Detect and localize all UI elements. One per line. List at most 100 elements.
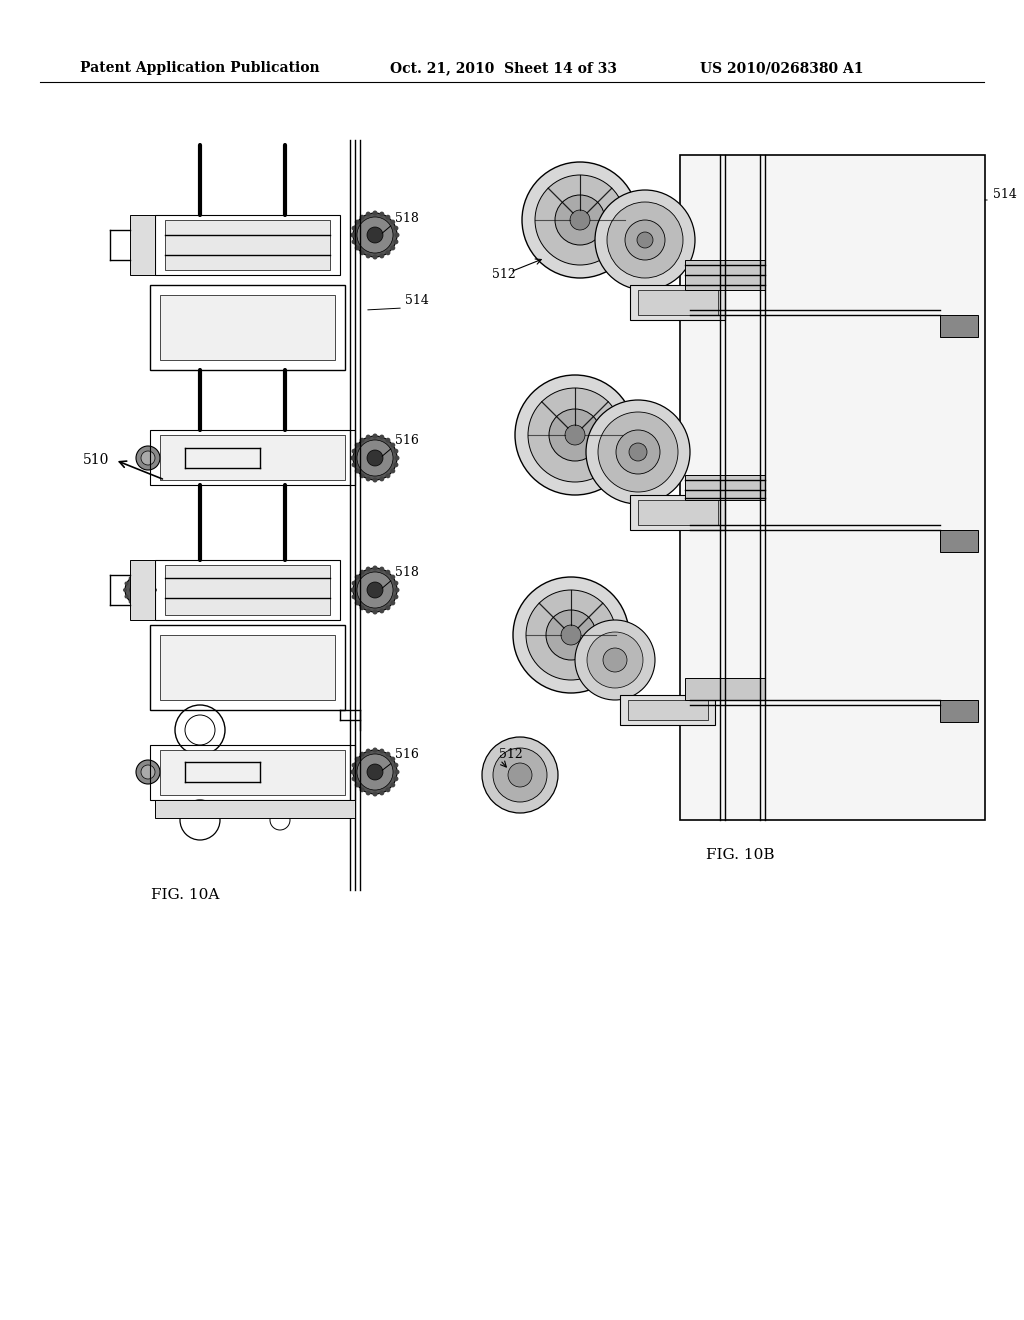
Circle shape (135, 603, 138, 607)
Text: 514: 514 (406, 293, 429, 306)
Circle shape (366, 434, 371, 440)
Bar (150, 285, 345, 370)
Circle shape (526, 590, 616, 680)
Circle shape (390, 246, 395, 251)
Bar (638, 500, 718, 525)
Circle shape (351, 776, 356, 781)
Text: US 2010/0268380 A1: US 2010/0268380 A1 (700, 61, 863, 75)
Circle shape (522, 162, 638, 279)
Circle shape (354, 219, 359, 224)
Circle shape (561, 624, 581, 645)
Circle shape (598, 412, 678, 492)
Bar (150, 430, 355, 484)
Circle shape (366, 477, 371, 482)
Circle shape (353, 568, 397, 612)
Text: 512: 512 (492, 268, 516, 281)
Circle shape (351, 581, 356, 586)
Circle shape (394, 455, 399, 461)
Bar (630, 285, 725, 319)
Circle shape (152, 594, 156, 598)
Circle shape (379, 748, 384, 754)
Circle shape (385, 570, 390, 574)
Circle shape (535, 176, 625, 265)
Circle shape (367, 450, 383, 466)
Circle shape (379, 477, 384, 482)
Circle shape (373, 565, 378, 570)
Circle shape (351, 449, 356, 454)
Bar (130, 560, 155, 620)
Text: Patent Application Publication: Patent Application Publication (80, 61, 319, 75)
Bar (150, 624, 345, 710)
Circle shape (357, 572, 393, 609)
Circle shape (125, 582, 128, 586)
Text: 518: 518 (395, 565, 419, 578)
Circle shape (603, 648, 627, 672)
Circle shape (351, 594, 356, 599)
Text: 516: 516 (395, 748, 419, 762)
Text: 512: 512 (499, 748, 522, 762)
Circle shape (379, 211, 384, 216)
Circle shape (508, 763, 532, 787)
Circle shape (393, 763, 398, 768)
Circle shape (350, 232, 355, 238)
Circle shape (354, 756, 359, 762)
Circle shape (390, 219, 395, 224)
Circle shape (385, 251, 390, 255)
Circle shape (136, 760, 160, 784)
Circle shape (394, 232, 399, 238)
Circle shape (394, 587, 399, 593)
Circle shape (528, 388, 622, 482)
Bar (155, 215, 340, 275)
Circle shape (129, 599, 133, 603)
Circle shape (123, 587, 127, 591)
Text: FIG. 10A: FIG. 10A (151, 888, 219, 902)
Circle shape (357, 216, 393, 253)
Circle shape (393, 462, 398, 467)
Circle shape (394, 770, 399, 775)
Circle shape (354, 574, 359, 579)
Circle shape (354, 246, 359, 251)
Circle shape (373, 747, 378, 752)
Circle shape (373, 478, 378, 483)
Bar (685, 475, 765, 500)
Circle shape (350, 770, 355, 775)
Circle shape (351, 226, 356, 231)
Circle shape (393, 239, 398, 244)
Circle shape (385, 787, 390, 792)
Circle shape (390, 469, 395, 474)
Bar (130, 215, 155, 275)
Circle shape (351, 239, 356, 244)
Polygon shape (680, 154, 985, 820)
Circle shape (379, 609, 384, 614)
Bar (940, 700, 978, 722)
Circle shape (359, 438, 365, 442)
Circle shape (379, 253, 384, 259)
Circle shape (359, 751, 365, 756)
Bar (638, 290, 718, 315)
Circle shape (373, 433, 378, 438)
Circle shape (353, 213, 397, 257)
Circle shape (595, 190, 695, 290)
Circle shape (141, 451, 155, 465)
Circle shape (393, 449, 398, 454)
Circle shape (366, 211, 371, 216)
Circle shape (366, 253, 371, 259)
Bar (628, 700, 708, 719)
Circle shape (359, 474, 365, 478)
Bar (620, 696, 715, 725)
Circle shape (357, 440, 393, 477)
Circle shape (390, 442, 395, 447)
Circle shape (393, 581, 398, 586)
Circle shape (586, 400, 690, 504)
Circle shape (367, 582, 383, 598)
Circle shape (130, 579, 150, 601)
Circle shape (385, 474, 390, 478)
Circle shape (373, 255, 378, 260)
Circle shape (152, 582, 156, 586)
Circle shape (565, 425, 585, 445)
Bar (685, 678, 765, 700)
Circle shape (359, 215, 365, 219)
Bar (165, 220, 330, 271)
Text: 518: 518 (395, 211, 419, 224)
Circle shape (616, 430, 660, 474)
